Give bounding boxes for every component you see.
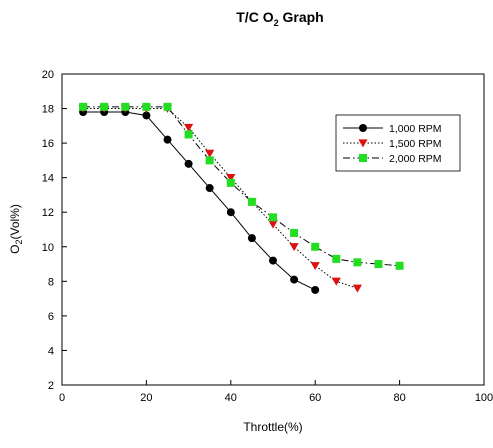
data-point: [311, 285, 320, 294]
data-point: [374, 260, 383, 269]
y-tick-label: 2: [48, 380, 54, 392]
data-point: [395, 261, 404, 270]
data-point: [353, 258, 362, 267]
data-point: [269, 256, 277, 265]
data-point: [269, 213, 277, 222]
data-point: [268, 220, 278, 229]
series-1: [79, 108, 320, 294]
legend: 1,000 RPM 1,500 RPM 2,000 RPM: [335, 114, 461, 172]
data-point: [184, 159, 193, 168]
y-tick-label: 4: [48, 345, 54, 357]
series-line: [83, 106, 400, 267]
data-point: [121, 102, 130, 111]
data-point: [247, 234, 256, 243]
data-point: [184, 123, 194, 132]
y-tick-label: 6: [48, 311, 54, 323]
data-point: [163, 102, 172, 111]
data-point: [332, 254, 341, 263]
title-text-subscript: 2: [274, 18, 279, 28]
y-axis-label: O2(Vol%): [8, 204, 24, 254]
y-tick-label: 10: [42, 242, 54, 254]
data-point: [290, 228, 299, 237]
y-tick-label: 14: [42, 173, 54, 185]
x-tick-label: 80: [393, 392, 405, 404]
data-point: [331, 277, 341, 286]
legend-items: 1,000 RPM 1,500 RPM 2,000 RPM: [343, 123, 442, 165]
series-layer: [78, 102, 404, 294]
legend-label: 2,000 RPM: [389, 153, 442, 165]
legend-item: 1,000 RPM: [343, 123, 442, 135]
data-point: [205, 184, 214, 193]
x-tick-label: 20: [140, 392, 152, 404]
data-point: [205, 149, 215, 158]
y-label-before: O: [8, 245, 22, 254]
data-point: [289, 243, 299, 252]
legend-item: 2,000 RPM: [343, 153, 442, 165]
data-point: [205, 156, 214, 165]
legend-box: [335, 114, 461, 172]
y-label-after: (Vol%): [8, 204, 22, 239]
legend-label: 1,500 RPM: [389, 138, 442, 150]
data-point: [226, 208, 235, 217]
y-tick-label: 12: [42, 207, 54, 219]
chart-title: T/C O2 Graph: [236, 9, 323, 28]
x-tick-label: 0: [59, 392, 65, 404]
x-tick-label: 40: [225, 392, 237, 404]
x-tick-label: 60: [309, 392, 321, 404]
plot-frame: [61, 73, 485, 386]
title-text-before: T/C O: [236, 9, 273, 25]
series-line: [83, 111, 316, 291]
y-tick-label: 20: [42, 69, 54, 81]
data-point: [310, 262, 320, 271]
data-point: [311, 242, 320, 251]
legend-label: 1,000 RPM: [389, 123, 442, 135]
x-tick-label: 100: [475, 392, 493, 404]
y-tick-label: 8: [48, 276, 54, 288]
data-point: [79, 102, 88, 111]
legend-marker: [359, 154, 367, 162]
data-point: [226, 173, 236, 183]
data-point: [226, 178, 235, 187]
data-point: [247, 197, 256, 206]
legend-item: 1,500 RPM: [343, 138, 442, 150]
series-3: [79, 102, 404, 270]
axis-ticks: 0 20 40 60 80 100 2 4 6 8 10 12 14 16 18 20: [42, 69, 493, 404]
y-label-subscript: 2: [14, 239, 24, 244]
data-point: [290, 275, 299, 284]
title-text-after: Graph: [279, 9, 324, 25]
legend-marker: [358, 139, 368, 148]
series-2: [78, 104, 362, 293]
data-point: [352, 284, 362, 293]
data-point: [184, 130, 193, 139]
series-line: [83, 108, 358, 289]
data-point: [163, 135, 172, 144]
data-point: [142, 111, 151, 120]
y-tick-label: 16: [42, 138, 54, 150]
x-axis-label: Throttle(%): [243, 420, 302, 434]
data-point: [100, 102, 109, 111]
y-tick-label: 18: [42, 104, 54, 116]
legend-marker: [359, 124, 367, 132]
data-point: [142, 102, 151, 111]
